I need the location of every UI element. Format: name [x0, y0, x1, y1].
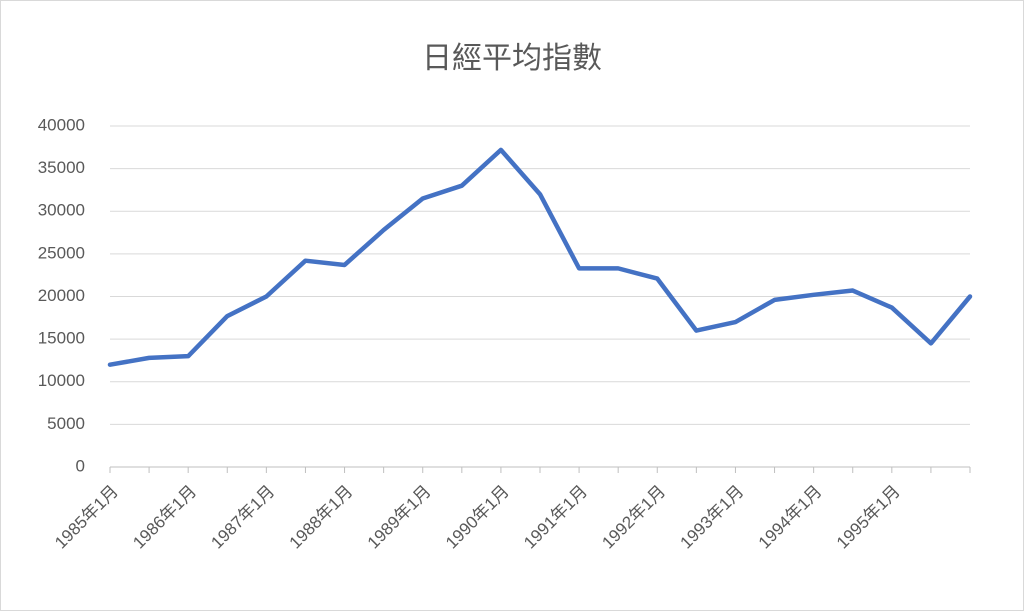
y-tick-label: 30000 [38, 201, 85, 220]
y-tick-label: 15000 [38, 329, 85, 348]
y-tick-label: 40000 [38, 115, 85, 134]
y-tick-label: 10000 [38, 371, 85, 390]
y-tick-label: 0 [76, 456, 85, 475]
y-tick-label: 20000 [38, 286, 85, 305]
chart-title: 日經平均指數 [422, 42, 602, 75]
data-line [107, 147, 973, 367]
y-tick-label: 5000 [47, 414, 85, 433]
y-tick-label: 35000 [38, 158, 85, 177]
y-tick-label: 25000 [38, 243, 85, 262]
